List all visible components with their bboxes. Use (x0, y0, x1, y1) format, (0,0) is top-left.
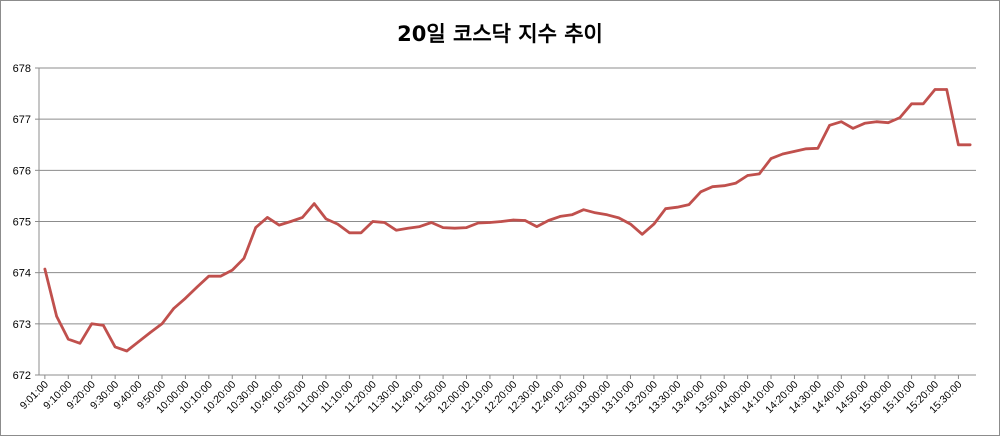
data-point (383, 221, 386, 224)
x-axis-ticks: 9:01:009:10:009:20:009:30:009:40:009:50:… (18, 375, 965, 416)
data-point (160, 322, 164, 326)
data-point (594, 211, 597, 215)
data-point (746, 174, 749, 177)
data-point (617, 216, 620, 220)
data-point (219, 275, 222, 278)
data-point (523, 219, 527, 222)
data-point (769, 157, 773, 160)
data-point (207, 275, 211, 278)
data-point (711, 185, 714, 188)
y-tick-label: 676 (13, 165, 31, 177)
chart-title: 20일 코스닥 지수 추이 (397, 22, 603, 46)
data-point (559, 215, 562, 218)
y-tick-label: 672 (13, 370, 31, 382)
data-point (90, 322, 93, 326)
data-point (699, 190, 702, 194)
data-point (676, 205, 679, 209)
data-point (465, 226, 468, 229)
data-point (137, 340, 140, 343)
data-point (359, 231, 363, 234)
data-point (149, 331, 152, 334)
data-point (67, 337, 70, 341)
data-point (910, 102, 913, 106)
data-point (512, 218, 515, 222)
data-point (781, 152, 784, 156)
data-point (125, 349, 129, 353)
data-point (816, 147, 820, 150)
data-point (102, 324, 105, 327)
data-point (500, 220, 503, 223)
data-point (582, 208, 585, 211)
data-point (863, 122, 866, 125)
data-point (477, 221, 480, 225)
data-point (687, 203, 691, 206)
series-line (43, 88, 972, 353)
data-point (734, 181, 738, 185)
data-point (547, 219, 550, 222)
data-point (195, 285, 199, 289)
data-point (898, 116, 902, 119)
data-point (840, 120, 843, 123)
data-point (43, 267, 47, 271)
data-point (231, 268, 234, 272)
data-point (652, 222, 656, 226)
y-axis-ticks: 672 673 674 675 676 677 678 (13, 63, 39, 382)
gridlines (39, 67, 976, 325)
data-point (922, 102, 925, 106)
data-point (570, 213, 574, 217)
data-point (640, 233, 644, 236)
data-point (629, 222, 632, 226)
data-point (945, 88, 948, 91)
data-point (406, 226, 410, 230)
data-point (313, 202, 316, 205)
data-point (254, 226, 257, 229)
data-point (242, 257, 246, 260)
data-point (277, 223, 281, 227)
data-point (441, 226, 445, 229)
data-point (418, 225, 421, 228)
data-point (301, 216, 304, 219)
data-point (184, 297, 187, 300)
data-point (266, 216, 269, 219)
data-point (289, 220, 293, 223)
data-point (793, 150, 796, 153)
data-point (933, 88, 937, 91)
y-tick-label: 675 (13, 217, 31, 229)
data-point (664, 207, 667, 210)
data-point (78, 342, 82, 345)
data-point (371, 220, 375, 223)
data-point (336, 222, 339, 226)
data-point (828, 124, 831, 127)
data-point (804, 147, 808, 151)
data-point (535, 225, 538, 228)
y-tick-label: 678 (13, 63, 31, 75)
y-tick-label: 674 (13, 268, 31, 280)
data-point (324, 217, 328, 221)
data-point (851, 127, 855, 130)
data-point (488, 221, 492, 224)
y-tick-label: 677 (13, 114, 31, 126)
data-point (722, 184, 726, 187)
series-layer (43, 88, 972, 353)
data-point (55, 314, 58, 318)
data-point (605, 213, 609, 217)
data-point (172, 307, 175, 310)
data-point (875, 120, 878, 123)
data-point (968, 143, 972, 146)
data-point (758, 172, 761, 176)
data-point (886, 121, 890, 124)
data-point (395, 228, 398, 232)
y-tick-label: 673 (13, 319, 31, 331)
data-point (348, 231, 351, 234)
data-point (113, 345, 117, 349)
data-point (430, 221, 433, 224)
data-point (957, 143, 960, 146)
data-point (453, 226, 456, 230)
